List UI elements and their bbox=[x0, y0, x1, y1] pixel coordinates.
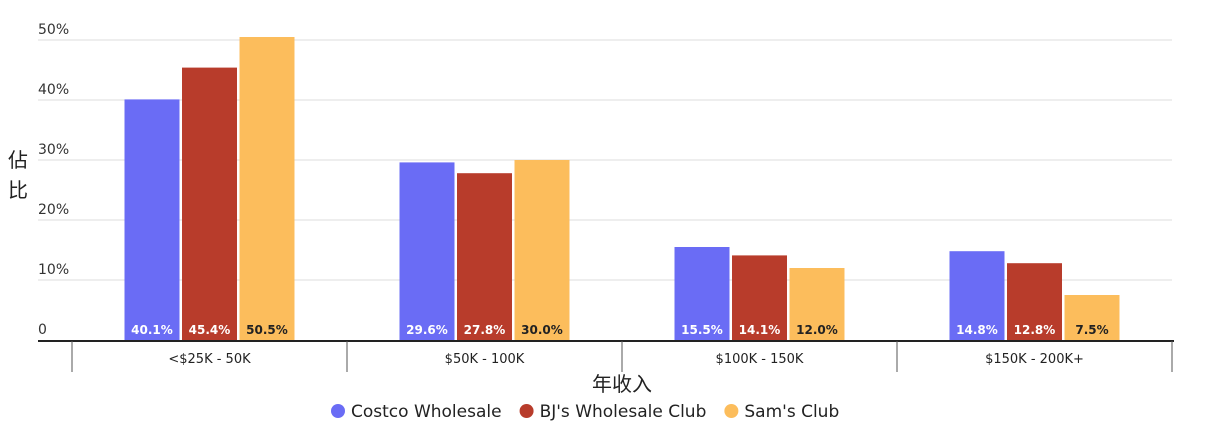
legend-label: Costco Wholesale bbox=[351, 402, 502, 422]
legend-label: Sam's Club bbox=[744, 402, 839, 422]
bar bbox=[949, 251, 1005, 340]
y-axis-title: 佔 bbox=[8, 148, 28, 172]
bar-value-label: 29.6% bbox=[406, 323, 448, 337]
x-axis bbox=[38, 340, 1174, 372]
bar bbox=[182, 67, 237, 340]
y-tick-label: 20% bbox=[38, 202, 69, 218]
legend: Costco Wholesale BJ's Wholesale Club Sam's… bbox=[331, 402, 839, 422]
bar-value-label: 30.0% bbox=[521, 323, 563, 337]
legend-item: Costco Wholesale bbox=[331, 402, 502, 422]
legend-swatch bbox=[519, 404, 534, 418]
y-tick-label: 30% bbox=[38, 142, 69, 158]
legend-swatch bbox=[331, 404, 345, 418]
bar bbox=[399, 162, 455, 340]
x-axis-category-labels: <$25K - 50K $50K - 100K $100K - 150K $150K … bbox=[168, 352, 1084, 367]
legend-item: Sam's Club bbox=[724, 402, 839, 422]
bar-value-label: 27.8% bbox=[464, 323, 506, 337]
y-tick-label: 0 bbox=[38, 322, 47, 338]
bar-value-labels: 40.1% 45.4% 50.5% 29.6% 27.8% 30.0% 15.5% 14.1%… bbox=[131, 323, 1108, 337]
bar bbox=[732, 255, 787, 340]
y-axis-title-line2: 比 bbox=[8, 178, 28, 202]
bar bbox=[239, 37, 295, 340]
y-tick-label: 10% bbox=[38, 262, 69, 278]
bar-value-label: 12.0% bbox=[796, 323, 838, 337]
legend-label: BJ's Wholesale Club bbox=[540, 402, 707, 422]
legend-item: BJ's Wholesale Club bbox=[519, 402, 707, 422]
bar bbox=[1064, 295, 1120, 340]
bar bbox=[1007, 263, 1062, 340]
bar-value-label: 14.8% bbox=[956, 323, 998, 337]
x-tick-label: $100K - 150K bbox=[716, 352, 804, 367]
bar bbox=[674, 247, 730, 340]
x-tick-label: $150K - 200K+ bbox=[985, 352, 1084, 367]
y-axis-ticks: 0 10% 20% 30% 40% 50% bbox=[38, 22, 69, 338]
bar-value-label: 7.5% bbox=[1075, 323, 1108, 337]
bars bbox=[124, 37, 1120, 341]
legend-swatch bbox=[724, 404, 739, 418]
y-tick-label: 40% bbox=[38, 82, 69, 98]
y-tick-label: 50% bbox=[38, 22, 69, 38]
x-tick-label: $50K - 100K bbox=[445, 352, 525, 367]
bar-value-label: 14.1% bbox=[739, 323, 781, 337]
bar-value-label: 45.4% bbox=[189, 323, 231, 337]
bar bbox=[789, 268, 845, 340]
bar bbox=[514, 160, 570, 340]
bar-value-label: 12.8% bbox=[1014, 323, 1056, 337]
bar-value-label: 40.1% bbox=[131, 323, 173, 337]
x-tick-label: <$25K - 50K bbox=[168, 352, 251, 367]
bar-value-label: 50.5% bbox=[246, 323, 288, 337]
bar-value-label: 15.5% bbox=[681, 323, 723, 337]
bar bbox=[124, 99, 180, 341]
bar bbox=[457, 173, 512, 340]
x-axis-title: 年收入 bbox=[592, 372, 652, 396]
